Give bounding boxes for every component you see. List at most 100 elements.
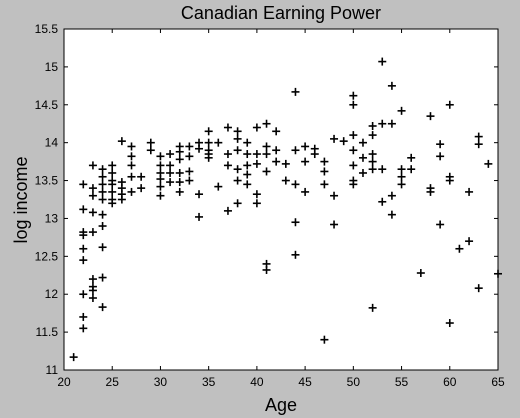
- y-tick-label-6: 14: [45, 136, 59, 150]
- data-point-46: [137, 184, 146, 193]
- data-point-143: [368, 150, 377, 159]
- data-point-66: [185, 176, 194, 185]
- data-point-23: [98, 210, 107, 219]
- data-point-171: [455, 244, 464, 253]
- data-point-31: [108, 187, 117, 196]
- x-tick-label-4: 40: [250, 375, 264, 389]
- data-point-80: [214, 138, 223, 147]
- data-point-30: [108, 195, 117, 204]
- data-point-124: [320, 167, 329, 176]
- data-point-176: [474, 132, 483, 141]
- data-point-7: [79, 228, 88, 237]
- data-point-81: [223, 206, 232, 215]
- data-point-129: [339, 137, 348, 146]
- y-tick-label-1: 11.5: [36, 325, 59, 339]
- data-point-146: [378, 197, 387, 206]
- x-tick-label-6: 50: [347, 375, 361, 389]
- data-point-126: [330, 220, 339, 229]
- data-point-159: [407, 153, 416, 162]
- data-point-48: [146, 146, 155, 155]
- data-point-65: [175, 142, 184, 151]
- data-point-94: [243, 150, 252, 159]
- data-point-167: [445, 319, 454, 328]
- data-point-19: [98, 303, 107, 312]
- data-point-155: [397, 172, 406, 181]
- data-point-150: [387, 210, 396, 219]
- data-point-56: [166, 178, 175, 187]
- data-point-2: [79, 312, 88, 321]
- data-point-39: [117, 178, 126, 187]
- data-point-13: [88, 275, 97, 284]
- data-point-26: [98, 180, 107, 189]
- data-point-145: [368, 121, 377, 130]
- data-point-93: [243, 161, 252, 170]
- data-point-41: [127, 187, 136, 196]
- y-tick-label-2: 12: [45, 287, 59, 301]
- data-point-107: [272, 157, 281, 166]
- data-point-131: [349, 176, 358, 185]
- data-point-98: [252, 159, 261, 168]
- data-point-100: [252, 123, 261, 132]
- data-point-73: [195, 138, 204, 147]
- data-point-99: [252, 150, 261, 159]
- data-point-3: [79, 290, 88, 299]
- data-point-164: [436, 220, 445, 229]
- data-point-160: [416, 269, 425, 278]
- data-point-135: [349, 100, 358, 109]
- y-tick-label-8: 15: [45, 60, 59, 74]
- data-point-178: [494, 269, 502, 278]
- x-tick-label-2: 30: [154, 375, 168, 389]
- data-point-71: [195, 190, 204, 199]
- data-point-156: [397, 165, 406, 174]
- y-tick-label-4: 13: [45, 211, 59, 225]
- data-point-163: [426, 112, 435, 121]
- x-tick-label-1: 25: [106, 375, 120, 389]
- data-point-95: [243, 138, 252, 147]
- data-point-61: [175, 178, 184, 187]
- data-point-102: [262, 259, 271, 268]
- data-point-59: [166, 150, 175, 159]
- data-point-15: [88, 208, 97, 217]
- data-point-147: [378, 165, 387, 174]
- x-tick-label-7: 55: [395, 375, 409, 389]
- data-point-111: [281, 159, 290, 168]
- y-axis-label: log income: [11, 156, 31, 243]
- data-point-68: [185, 152, 194, 161]
- data-point-28: [98, 165, 107, 174]
- data-point-106: [262, 119, 271, 128]
- data-point-83: [223, 150, 232, 159]
- data-point-137: [358, 168, 367, 177]
- data-point-173: [465, 187, 474, 196]
- data-point-116: [291, 87, 300, 96]
- data-point-4: [79, 256, 88, 265]
- data-point-27: [98, 172, 107, 181]
- data-point-18: [88, 161, 97, 170]
- data-point-10: [88, 294, 97, 303]
- data-point-17: [88, 184, 97, 193]
- data-point-103: [262, 167, 271, 176]
- data-point-92: [243, 170, 252, 179]
- data-point-151: [387, 191, 396, 200]
- data-point-128: [330, 134, 339, 143]
- y-tick-label-5: 13.5: [35, 174, 59, 188]
- points-layer: [69, 57, 502, 362]
- data-point-112: [291, 250, 300, 259]
- data-point-127: [330, 191, 339, 200]
- data-point-35: [108, 161, 117, 170]
- data-point-5: [79, 244, 88, 253]
- data-point-50: [156, 191, 165, 200]
- data-point-172: [465, 237, 474, 246]
- data-point-133: [349, 146, 358, 155]
- data-point-153: [387, 81, 396, 90]
- data-point-91: [243, 180, 252, 189]
- x-tick-label-3: 35: [202, 375, 216, 389]
- x-axis-label: Age: [265, 395, 297, 415]
- data-point-134: [349, 131, 358, 140]
- data-point-63: [175, 155, 184, 164]
- data-point-169: [445, 172, 454, 181]
- data-point-157: [397, 106, 406, 115]
- data-point-138: [358, 153, 367, 162]
- plot-area: [63, 28, 499, 371]
- data-point-78: [204, 127, 213, 136]
- data-point-96: [252, 199, 261, 208]
